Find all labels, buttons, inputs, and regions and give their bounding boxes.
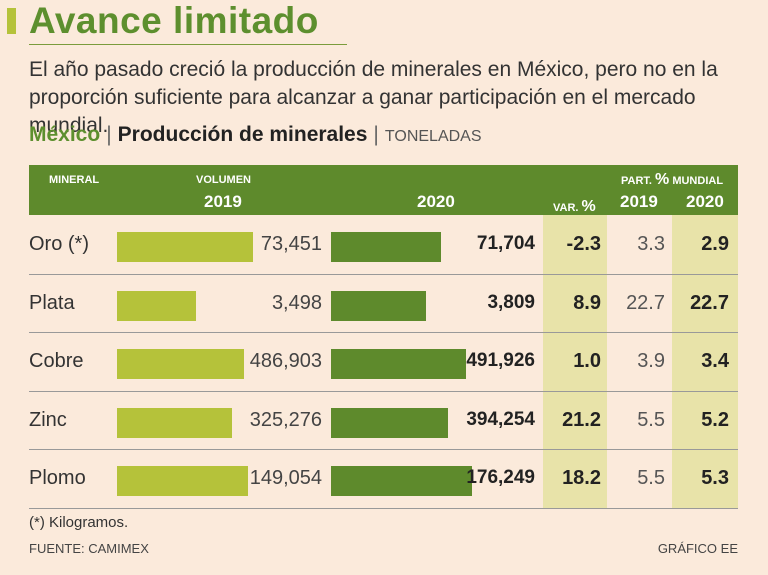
- row-divider: [29, 332, 738, 333]
- value-2020: 71,704: [476, 233, 535, 254]
- chart-subtitle: El año pasado creció la producción de mi…: [29, 58, 718, 137]
- world-share-2019: 22.7: [626, 292, 665, 314]
- col-mineral-header: MINERAL: [49, 174, 100, 186]
- credit: GRÁFICO EE: [657, 541, 738, 556]
- col-var-pct: %: [581, 198, 596, 215]
- heading-separator-2: |: [373, 123, 379, 146]
- heading-separator: |: [106, 123, 112, 146]
- source: FUENTE: CAMIMEX: [29, 541, 149, 556]
- col-2019-header: 2019: [204, 192, 242, 211]
- world-share-2020: 5.2: [701, 409, 729, 431]
- world-share-2020: 2.9: [701, 233, 729, 255]
- col-part-pct: %: [655, 171, 670, 188]
- bar-2019: [117, 408, 232, 438]
- variation-pct: 1.0: [573, 350, 601, 372]
- col-2020-header: 2020: [417, 192, 455, 211]
- value-2020: 3,809: [487, 292, 535, 313]
- world-share-2020: 3.4: [701, 350, 729, 372]
- var-column-shade: [543, 215, 607, 508]
- world-share-2019: 5.5: [637, 467, 665, 489]
- world-share-2019: 3.9: [637, 350, 665, 372]
- row-divider: [29, 391, 738, 392]
- footnote: (*) Kilogramos.: [29, 514, 129, 531]
- table-header: MINERAL VOLUMEN 2019 2020 VAR. % PART. %…: [29, 165, 738, 215]
- variation-pct: -2.3: [566, 233, 601, 255]
- variation-pct: 8.9: [573, 292, 601, 314]
- title-rule: [29, 44, 347, 45]
- world-share-2019: 5.5: [637, 409, 665, 431]
- world-share-2020: 22.7: [690, 292, 729, 314]
- world-share-2019: 3.3: [637, 233, 665, 255]
- variation-pct: 18.2: [562, 467, 601, 489]
- value-2019: 486,903: [249, 350, 322, 372]
- table-row: Cobre 486,903 491,926 1.0 3.9 3.4: [29, 332, 738, 390]
- mineral-name: Cobre: [29, 350, 84, 372]
- part2020-column-shade: [672, 215, 738, 508]
- bar-2020: [331, 349, 466, 379]
- col-part-mundial: MUNDIAL: [672, 175, 724, 187]
- value-2020: 394,254: [466, 409, 535, 430]
- bar-2020: [331, 291, 426, 321]
- row-divider: [29, 274, 738, 275]
- value-2019: 3,498: [271, 292, 322, 314]
- bar-2019: [117, 466, 248, 496]
- mineral-name: Plata: [29, 292, 75, 314]
- row-divider: [29, 508, 738, 509]
- col-part-label: PART.: [621, 175, 652, 187]
- value-2019: 149,054: [249, 467, 322, 489]
- table-row: Zinc 325,276 394,254 21.2 5.5 5.2: [29, 391, 738, 449]
- title-accent: [7, 8, 16, 34]
- table-row: Plomo 149,054 176,249 18.2 5.5 5.3: [29, 449, 738, 507]
- bar-2020: [331, 466, 472, 496]
- value-2020: 491,926: [466, 350, 535, 371]
- heading-subject: Producción de minerales: [117, 123, 368, 146]
- table-row: Plata 3,498 3,809 8.9 22.7 22.7: [29, 274, 738, 332]
- bar-2020: [331, 232, 441, 262]
- mineral-name: Oro (*): [29, 233, 89, 255]
- table-row: Oro (*) 73,451 71,704 -2.3 3.3 2.9: [29, 215, 738, 273]
- mineral-name: Plomo: [29, 467, 86, 489]
- col-var-header: VAR. %: [553, 198, 596, 216]
- table-heading: México | Producción de minerales | TONELADAS: [29, 123, 482, 147]
- row-divider: [29, 449, 738, 450]
- value-2019: 73,451: [260, 233, 322, 255]
- heading-country: México: [29, 123, 101, 146]
- bar-2019: [117, 349, 244, 379]
- col-part-2019-header: 2019: [620, 192, 658, 211]
- bar-2020: [331, 408, 448, 438]
- col-part-2020-header: 2020: [686, 192, 724, 211]
- bar-2019: [117, 291, 196, 321]
- value-2019: 325,276: [249, 409, 322, 431]
- chart-title: Avance limitado: [29, 0, 319, 41]
- heading-unit: TONELADAS: [384, 128, 482, 145]
- value-2020: 176,249: [466, 467, 535, 488]
- col-volumen-header: VOLUMEN: [196, 174, 251, 186]
- col-part-header: PART. % MUNDIAL: [621, 171, 723, 189]
- variation-pct: 21.2: [562, 409, 601, 431]
- mineral-name: Zinc: [29, 409, 67, 431]
- world-share-2020: 5.3: [701, 467, 729, 489]
- col-var-label: VAR.: [553, 202, 579, 214]
- bar-2019: [117, 232, 253, 262]
